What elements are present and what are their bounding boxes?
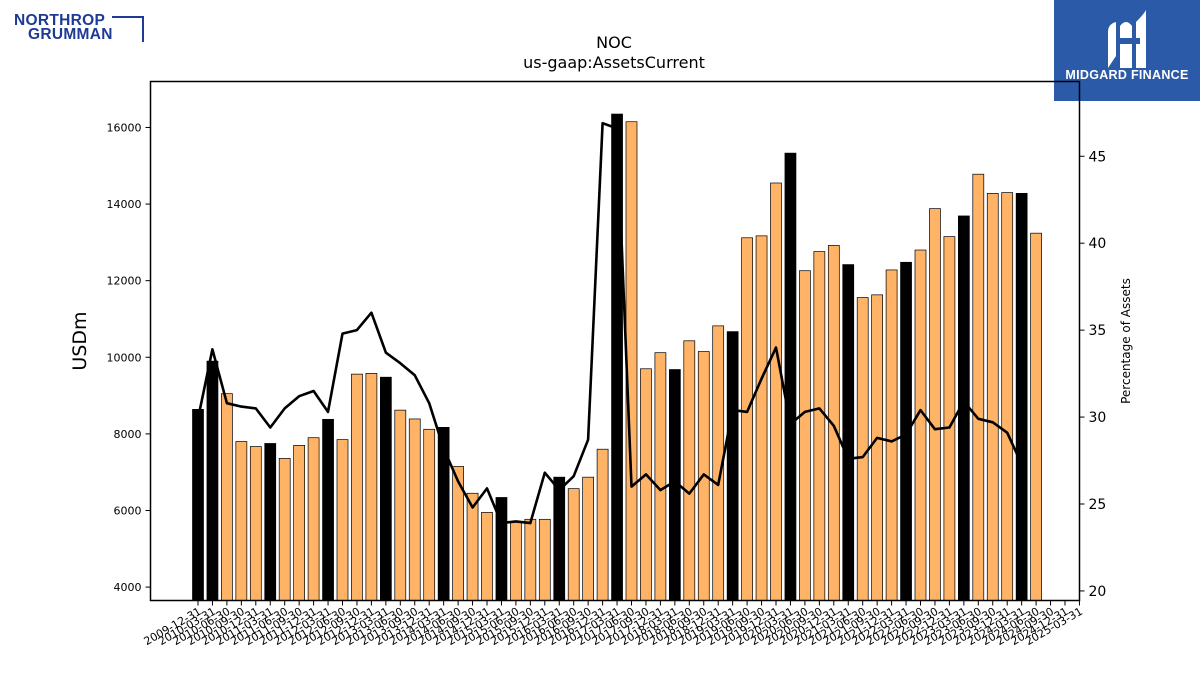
right-y-axis: 20 25 30 35 40 45: [1079, 149, 1107, 600]
y2-tick-label: 40: [1089, 236, 1107, 252]
bar: [871, 294, 884, 601]
bar: [510, 521, 522, 601]
bar: [408, 418, 421, 601]
bar: [596, 448, 609, 601]
midgard-finance-logo: MIDGARD FINANCE: [1054, 0, 1200, 101]
logo-bracket-mark: [112, 16, 144, 42]
bar: [784, 152, 797, 601]
bar: [221, 393, 233, 601]
midgard-emblem-icon: [1108, 10, 1146, 68]
bar: [856, 297, 869, 601]
y-tick-label: 4000: [114, 581, 142, 594]
northrop-grumman-logo: NORTHROP GRUMMAN: [14, 12, 144, 46]
bar: [741, 237, 753, 601]
bar: [278, 458, 291, 601]
bar: [611, 113, 623, 601]
bar: [336, 439, 349, 601]
chart-title: NOC: [596, 33, 632, 52]
bar: [192, 409, 204, 601]
bar: [986, 192, 999, 601]
line-series: [196, 121, 1023, 525]
y-axis-label: USDm: [69, 311, 91, 370]
midgard-finance-name: MIDGARD FINANCE: [1065, 68, 1189, 82]
y2-tick-label: 45: [1089, 149, 1107, 165]
bar: [842, 264, 855, 601]
bar: [640, 368, 652, 601]
bar: [567, 488, 580, 601]
bar: [322, 418, 334, 601]
y2-tick-label: 30: [1089, 410, 1107, 426]
bar: [914, 249, 927, 601]
y-tick-label: 12000: [107, 275, 142, 288]
left-y-axis: 4000 6000 8000 10000 12000 14000 16000: [107, 121, 151, 594]
bar: [235, 441, 248, 601]
chart-subtitle: us-gaap:AssetsCurrent: [523, 53, 705, 72]
bar: [307, 437, 320, 601]
plot-frame: [149, 80, 1081, 602]
bar: [770, 182, 782, 601]
y-tick-label: 10000: [107, 351, 142, 364]
bar: [885, 269, 898, 601]
bar: [423, 428, 436, 601]
bar: [799, 270, 811, 601]
bar: [380, 376, 392, 601]
bar: [813, 251, 826, 601]
bar-series: [192, 113, 1042, 601]
bar: [654, 352, 667, 601]
bar: [553, 476, 566, 601]
bar: [437, 427, 450, 601]
y-tick-label: 16000: [107, 121, 142, 134]
x-axis: 2009-12-312010-03-312010-06-302010-09-30…: [142, 600, 1085, 648]
y2-axis-label: Percentage of Assets: [1119, 278, 1133, 404]
bar: [1001, 192, 1014, 601]
y-tick-label: 14000: [107, 198, 142, 211]
bar: [206, 360, 219, 601]
bar: [293, 445, 305, 601]
bar: [582, 476, 595, 601]
bar: [249, 446, 262, 601]
bar: [900, 261, 912, 601]
bar: [524, 518, 537, 601]
bar: [365, 373, 378, 601]
bar: [726, 331, 739, 601]
y2-tick-label: 20: [1089, 584, 1107, 600]
bar: [394, 409, 407, 601]
logo-text-line2: GRUMMAN: [28, 26, 113, 43]
bar: [1030, 232, 1042, 601]
bar: [466, 492, 479, 601]
y2-tick-label: 25: [1089, 497, 1107, 513]
bar: [481, 512, 493, 601]
percentage-line: [196, 121, 1023, 525]
bar: [1015, 192, 1028, 601]
bar: [351, 373, 363, 601]
y2-tick-label: 35: [1089, 323, 1107, 339]
bar: [929, 208, 941, 601]
logo-text-line1: NORTHROP: [14, 12, 106, 29]
y-tick-label: 8000: [114, 428, 142, 441]
bar: [972, 173, 985, 601]
bar: [538, 518, 551, 601]
bar: [683, 340, 696, 601]
bar: [755, 235, 768, 601]
y-tick-label: 6000: [114, 504, 142, 517]
bar: [264, 443, 277, 601]
